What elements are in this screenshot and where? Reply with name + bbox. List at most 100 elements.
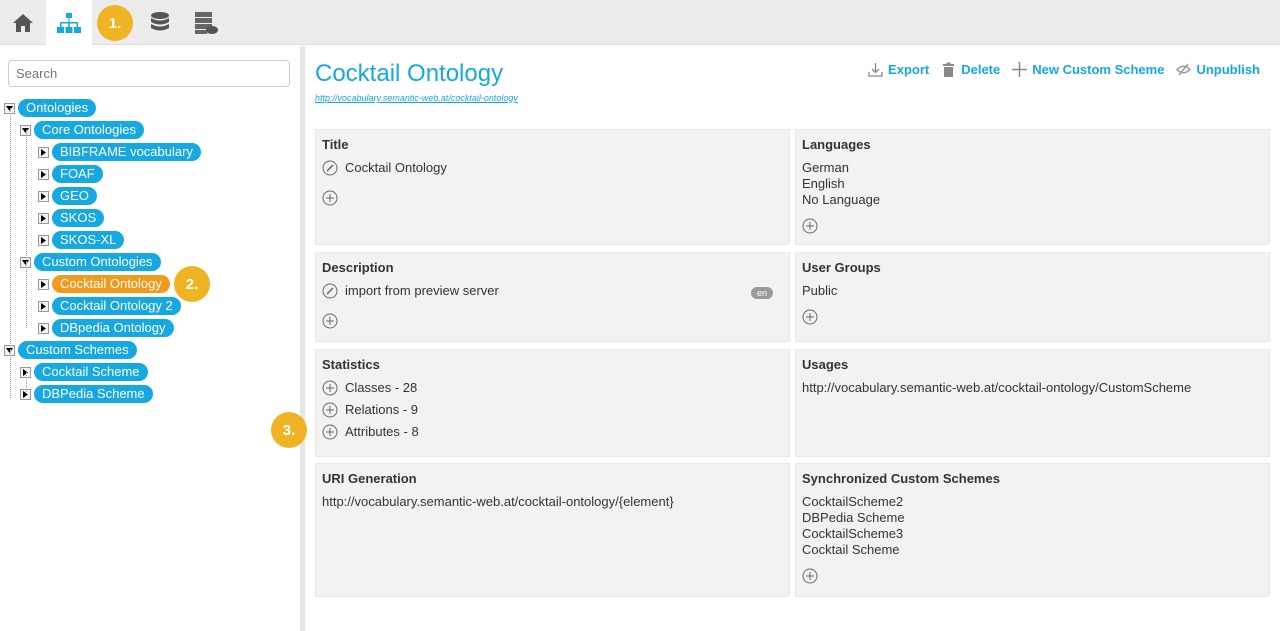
sync-heading: Synchronized Custom Schemes <box>802 471 1000 486</box>
add-language-icon[interactable] <box>802 218 818 234</box>
sidebar: Ontologies Core Ontologies BIBFRAME vocabu… <box>0 46 300 631</box>
statistic-item: Classes - 28 <box>345 380 418 395</box>
tree-node[interactable]: Cocktail Ontology <box>38 275 170 293</box>
usages-heading: Usages <box>802 357 849 372</box>
tree-node[interactable]: GEO <box>38 187 97 205</box>
tree-node[interactable]: BIBFRAME vocabulary <box>38 143 201 161</box>
description-heading: Description <box>322 260 394 275</box>
export-icon <box>868 63 883 77</box>
tree-node[interactable]: FOAF <box>38 165 103 183</box>
tree-node-label[interactable]: BIBFRAME vocabulary <box>52 143 201 161</box>
add-description-icon[interactable] <box>322 313 338 329</box>
languages-heading: Languages <box>802 137 871 152</box>
tree-node-label[interactable]: DBpedia Ontology <box>52 319 174 337</box>
tree-node-label[interactable]: Custom Schemes <box>18 341 137 359</box>
uri-generation-heading: URI Generation <box>322 471 417 486</box>
tree-node[interactable]: DBPedia Scheme <box>20 385 153 403</box>
add-title-icon[interactable] <box>322 190 338 206</box>
expand-toggle-icon[interactable] <box>20 366 31 378</box>
synchronized-schemes-card: Synchronized Custom Schemes CocktailSche… <box>795 463 1270 597</box>
home-button[interactable] <box>0 0 46 45</box>
expand-icon[interactable] <box>322 380 338 396</box>
ontology-uri-link[interactable]: http://vocabulary.semantic-web.at/cockta… <box>315 93 518 103</box>
hierarchy-button[interactable] <box>46 0 92 45</box>
expand-toggle-icon[interactable] <box>38 234 49 246</box>
step-badge-3: 3. <box>271 412 307 448</box>
statistics-card: Statistics Classes - 28 Relations - 9 Attr… <box>315 349 790 457</box>
expand-toggle-icon[interactable] <box>38 212 49 224</box>
uri-generation-card: URI Generation http://vocabulary.semanti… <box>315 463 790 597</box>
home-icon <box>13 13 33 32</box>
expand-toggle-icon[interactable] <box>20 388 31 400</box>
export-label: Export <box>888 62 930 77</box>
tree-connector <box>10 350 11 398</box>
action-bar: Export Delete New Custom Scheme Unpublis… <box>868 62 1260 77</box>
database-button[interactable] <box>137 0 183 45</box>
unpublish-button[interactable]: Unpublish <box>1176 62 1260 77</box>
tree-node[interactable]: Custom Schemes <box>4 341 137 359</box>
tree-node[interactable]: SKOS <box>38 209 105 227</box>
tree-node-label[interactable]: Ontologies <box>18 99 97 117</box>
search-input[interactable] <box>8 60 290 87</box>
page-title: Cocktail Ontology <box>315 60 504 87</box>
tree-node-label[interactable]: Cocktail Scheme <box>34 363 148 381</box>
usages-card: Usages http://vocabulary.semantic-web.at… <box>795 349 1270 457</box>
delete-button[interactable]: Delete <box>941 62 1000 77</box>
collapse-toggle-icon[interactable] <box>4 102 15 114</box>
export-button[interactable]: Export <box>868 62 929 77</box>
tree-node-label[interactable]: SKOS <box>52 209 105 227</box>
tree-node[interactable]: DBpedia Ontology <box>38 319 174 337</box>
edit-icon[interactable] <box>322 283 338 299</box>
add-user-group-icon[interactable] <box>802 309 818 325</box>
language-item: No Language <box>802 192 881 207</box>
sync-scheme-item: DBPedia Scheme <box>802 510 905 525</box>
collapse-toggle-icon[interactable] <box>4 344 15 356</box>
sync-scheme-item: Cocktail Scheme <box>802 542 900 557</box>
server-button[interactable] <box>183 0 229 45</box>
expand-toggle-icon[interactable] <box>38 300 49 312</box>
collapse-toggle-icon[interactable] <box>20 256 31 268</box>
plus-icon <box>1012 62 1028 77</box>
tree-node-label[interactable]: Cocktail Ontology <box>52 275 170 293</box>
step-badge-1: 1. <box>97 5 133 41</box>
expand-toggle-icon[interactable] <box>38 278 49 290</box>
usage-item: http://vocabulary.semantic-web.at/cockta… <box>802 380 1192 395</box>
tree-node-label[interactable]: SKOS-XL <box>52 231 125 249</box>
edit-icon[interactable] <box>322 160 338 176</box>
tree-node[interactable]: Ontologies <box>4 99 97 117</box>
expand-icon[interactable] <box>322 424 338 440</box>
title-card: Title Cocktail Ontology <box>315 129 790 245</box>
new-custom-scheme-button[interactable]: New Custom Scheme <box>1012 62 1164 77</box>
add-sync-scheme-icon[interactable] <box>802 568 818 584</box>
expand-toggle-icon[interactable] <box>38 146 49 158</box>
title-value: Cocktail Ontology <box>345 160 447 175</box>
tree-node-label[interactable]: FOAF <box>52 165 103 183</box>
tree-node-label[interactable]: Cocktail Ontology 2 <box>52 297 181 315</box>
tree-connector <box>10 108 11 350</box>
collapse-toggle-icon[interactable] <box>20 124 31 136</box>
server-cloud-icon <box>195 11 218 34</box>
tree-node[interactable]: SKOS-XL <box>38 231 125 249</box>
expand-icon[interactable] <box>322 402 338 418</box>
tree-node[interactable]: Cocktail Ontology 2 <box>38 297 181 315</box>
language-item: English <box>802 176 845 191</box>
tree-node-label[interactable]: Custom Ontologies <box>34 253 161 271</box>
uri-pattern: http://vocabulary.semantic-web.at/cockta… <box>322 494 674 509</box>
tree-connector <box>26 262 27 328</box>
delete-label: Delete <box>961 62 1001 77</box>
user-groups-heading: User Groups <box>802 260 881 275</box>
title-heading: Title <box>322 137 349 152</box>
tree-node[interactable]: Core Ontologies <box>20 121 144 139</box>
expand-toggle-icon[interactable] <box>38 190 49 202</box>
tree-node-label[interactable]: GEO <box>52 187 97 205</box>
tree-node-label[interactable]: Core Ontologies <box>34 121 144 139</box>
sidebar-resize-handle[interactable] <box>300 46 305 631</box>
expand-toggle-icon[interactable] <box>38 168 49 180</box>
description-value: import from preview server <box>345 283 499 298</box>
expand-toggle-icon[interactable] <box>38 322 49 334</box>
tree-node[interactable]: Custom Ontologies <box>20 253 161 271</box>
new-custom-scheme-label: New Custom Scheme <box>1032 62 1165 77</box>
tree-node-label[interactable]: DBPedia Scheme <box>34 385 153 403</box>
unpublish-label: Unpublish <box>1196 62 1260 77</box>
tree-node[interactable]: Cocktail Scheme <box>20 363 148 381</box>
